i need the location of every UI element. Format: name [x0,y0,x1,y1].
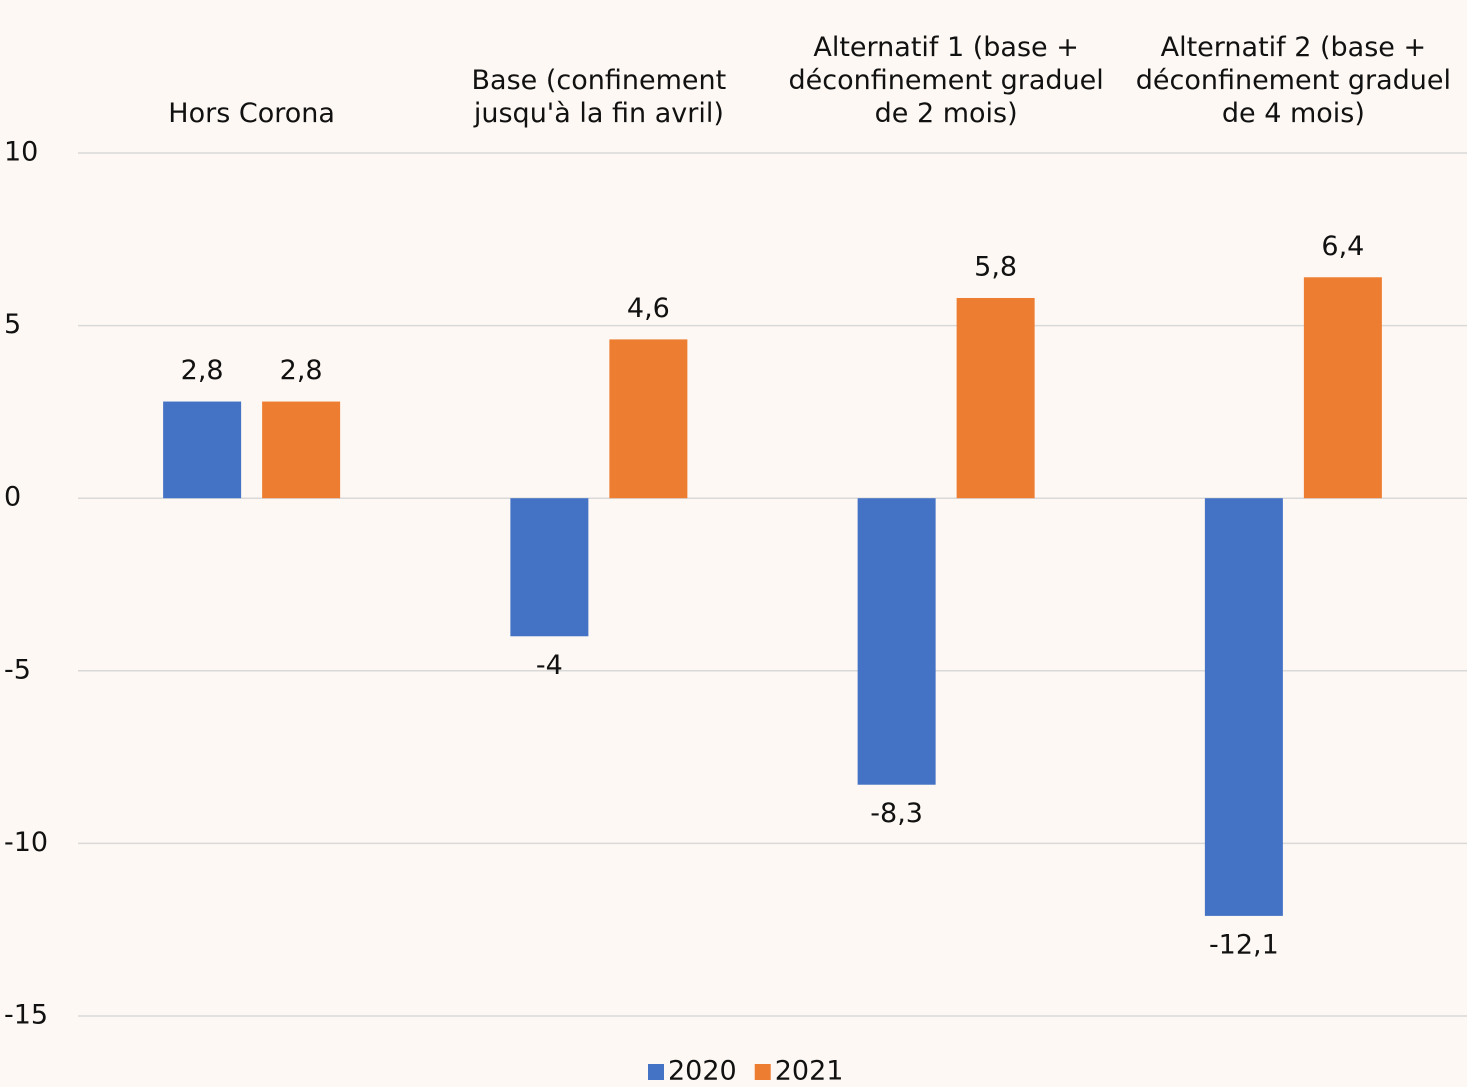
category-label: Alternatif 2 (base + déconfinement gradu… [1135,32,1452,129]
value-label: 2,8 [280,355,323,386]
value-label: 5,8 [974,251,1017,282]
y-tick-label: 0 [4,482,21,513]
legend-swatch [648,1064,664,1080]
category-label: Base (confinement jusqu'à la fin avril) [471,65,727,129]
bar [609,339,688,499]
value-label: 4,6 [627,293,670,324]
value-label: -4 [536,650,563,681]
bar [1204,498,1283,916]
value-label: -12,1 [1209,929,1279,960]
y-tick-label: -5 [4,654,31,685]
legend-label: 2021 [775,1056,844,1087]
y-tick-label: 10 [4,137,38,168]
category-label: Hors Corona [168,98,335,129]
bar [956,297,1035,499]
bar [857,498,936,785]
category-label: Alternatif 1 (base + déconfinement gradu… [788,32,1104,129]
y-tick-label: -10 [4,827,48,858]
legend-label: 2020 [668,1056,737,1087]
bar [1303,277,1382,499]
value-label: 2,8 [181,355,224,386]
legend-swatch [754,1064,771,1080]
value-label: -8,3 [870,798,923,829]
y-tick-label: 5 [4,309,21,340]
value-label: 6,4 [1321,231,1364,262]
y-tick-label: -15 [4,1000,48,1031]
bar [163,401,242,499]
bar [510,498,589,637]
bar [262,401,341,499]
